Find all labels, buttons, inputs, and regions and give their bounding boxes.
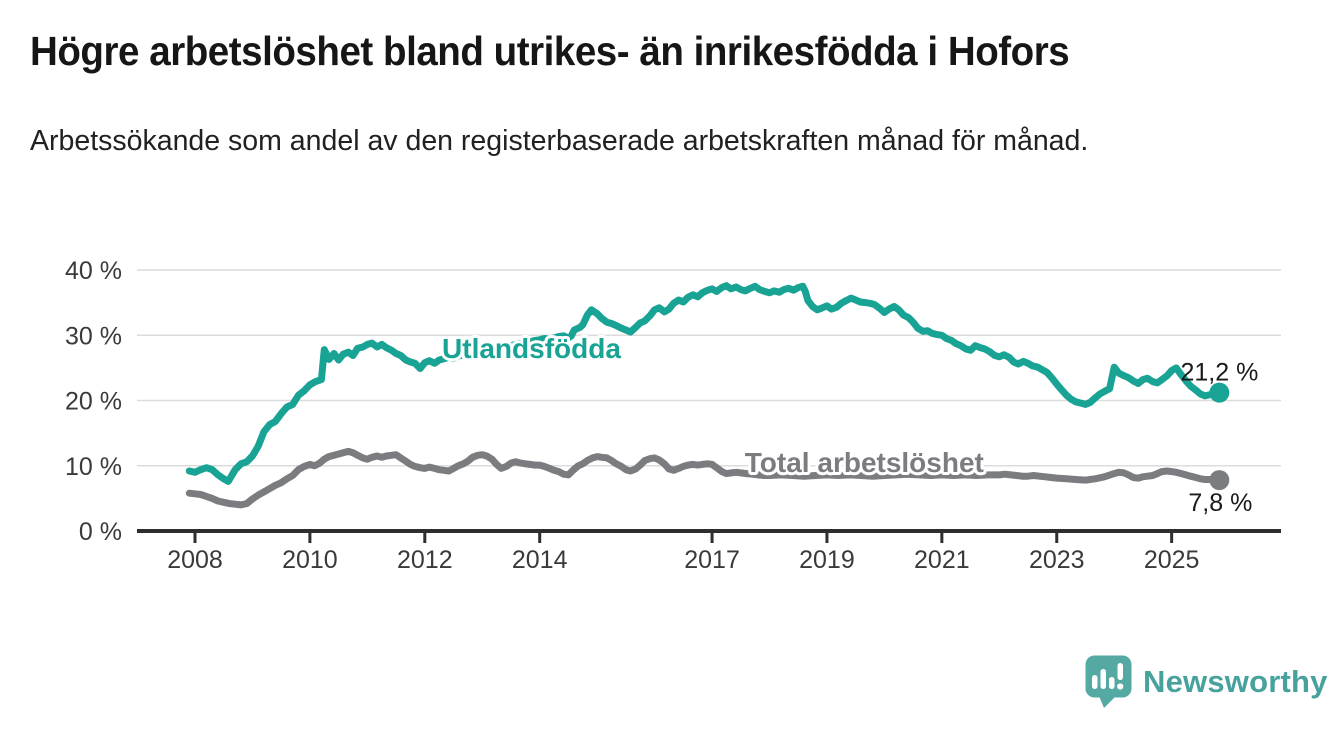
- x-axis-tick-label: 2023: [1029, 546, 1085, 574]
- newsworthy-logo-text: Newsworthy: [1143, 663, 1328, 699]
- series-end-dot: [1209, 382, 1230, 403]
- series-label: Utlandsfödda: [442, 333, 621, 364]
- x-axis-tick-label: 2017: [684, 546, 740, 574]
- y-axis-tick-label: 20 %: [65, 388, 122, 416]
- series-end-value-label: 7,8 %: [1188, 489, 1252, 517]
- x-axis-tick-label: 2008: [167, 546, 223, 574]
- newsworthy-logo: Newsworthy: [1085, 655, 1328, 708]
- series-end-value-label: 21,2 %: [1180, 359, 1258, 387]
- series-end-dot: [1209, 470, 1230, 491]
- x-axis-tick-label: 2019: [799, 546, 855, 574]
- x-axis-tick-label: 2025: [1144, 546, 1200, 574]
- x-axis-tick-label: 2010: [282, 546, 338, 574]
- bar-chart-speech-bubble-icon: [1085, 655, 1132, 708]
- series-line: [185, 282, 1223, 485]
- y-axis-tick-label: 10 %: [65, 453, 122, 481]
- x-axis-tick-label: 2021: [914, 546, 970, 574]
- series-line: [185, 447, 1223, 509]
- y-axis-tick-label: 40 %: [65, 257, 122, 285]
- y-axis-tick-label: 30 %: [65, 322, 122, 350]
- series-label: Total arbetslöshet: [745, 447, 984, 478]
- y-axis-tick-label: 0 %: [79, 518, 122, 546]
- chart-subtitle: Arbetssökande som andel av den registerb…: [30, 125, 1089, 157]
- x-axis-tick-label: 2014: [512, 546, 568, 574]
- page-title: Högre arbetslöshet bland utrikes- än inr…: [30, 28, 1070, 74]
- x-axis-tick-label: 2012: [397, 546, 453, 574]
